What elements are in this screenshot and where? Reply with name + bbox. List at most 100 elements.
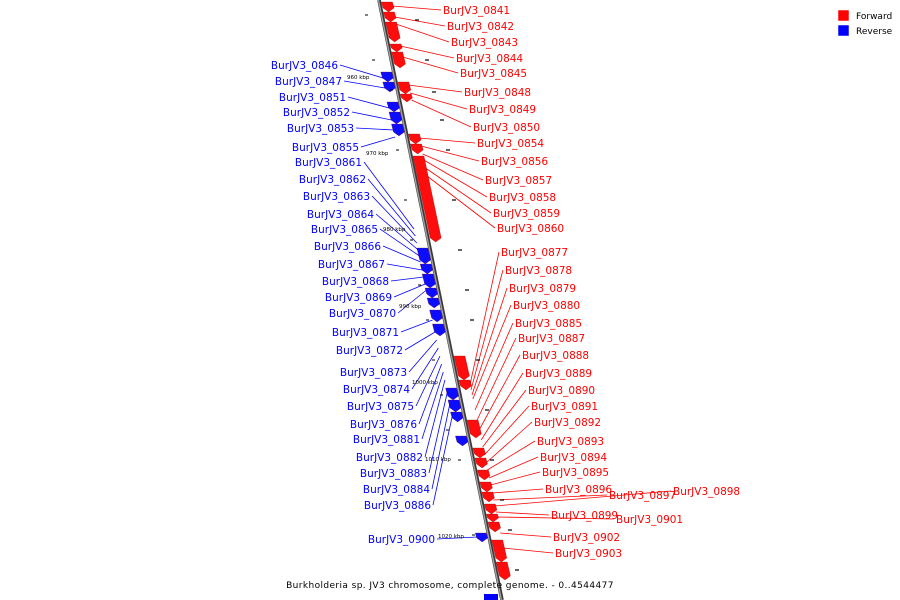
leader-line-reverse xyxy=(436,536,478,540)
gene-label-forward: BurJV3_0854 xyxy=(477,138,544,150)
gene-label-forward: BurJV3_0897 xyxy=(609,490,676,502)
gene-label-reverse: BurJV3_0884 xyxy=(363,484,430,496)
leader-line-forward xyxy=(500,532,552,538)
reverse-gene-block xyxy=(447,399,462,413)
gene-label-forward: BurJV3_0879 xyxy=(509,283,576,295)
gene-label-forward: BurJV3_0857 xyxy=(485,175,552,187)
leader-line-forward xyxy=(495,511,550,516)
leader-line-reverse xyxy=(379,228,420,257)
gene-label-forward: BurJV3_0842 xyxy=(447,21,514,33)
gene-label-forward: BurJV3_0848 xyxy=(464,87,531,99)
reverse-gene-block xyxy=(432,323,446,337)
gene-label-forward: BurJV3_0893 xyxy=(537,436,604,448)
gene-label-forward: BurJV3_0850 xyxy=(473,122,540,134)
kbp-tick-label: 1000 kbp xyxy=(412,380,438,386)
gene-label-reverse: BurJV3_0883 xyxy=(360,468,427,480)
gene-label-forward: BurJV3_0878 xyxy=(505,265,572,277)
gene-label-reverse: BurJV3_0872 xyxy=(336,345,403,357)
leader-line-reverse xyxy=(415,355,441,407)
leader-line-forward xyxy=(411,99,472,128)
leader-line-reverse xyxy=(393,283,426,298)
leader-line-reverse xyxy=(367,178,416,237)
leader-line-forward xyxy=(395,23,450,43)
gene-label-forward: BurJV3_0845 xyxy=(460,68,527,80)
leader-line-forward xyxy=(392,5,442,11)
forward-gene-block xyxy=(389,43,403,53)
leader-line-reverse xyxy=(421,371,444,440)
leader-line-forward xyxy=(496,516,615,520)
kbp-tick-label: 970 kbp xyxy=(366,151,389,157)
leader-line-forward xyxy=(419,137,476,144)
gene-label-reverse: BurJV3_0863 xyxy=(303,191,370,203)
leader-line-forward xyxy=(478,354,521,431)
leader-line-reverse xyxy=(339,64,384,79)
leader-line-reverse xyxy=(424,379,446,458)
gene-label-forward: BurJV3_0841 xyxy=(443,5,510,17)
leader-line-forward xyxy=(493,494,608,501)
reverse-gene-block xyxy=(388,111,403,125)
chromosome-axis xyxy=(377,0,504,600)
leader-line-forward xyxy=(423,159,488,198)
reverse-gene-block xyxy=(455,435,469,447)
reverse-gene-block xyxy=(386,101,400,113)
leader-line-reverse xyxy=(431,403,451,490)
gene-label-forward: BurJV3_0877 xyxy=(501,247,568,259)
leader-line-reverse xyxy=(351,111,392,121)
forward-gene-block xyxy=(496,561,511,581)
leader-line-reverse xyxy=(418,363,442,425)
gene-label-forward: BurJV3_0899 xyxy=(551,510,618,522)
gene-label-reverse: BurJV3_0867 xyxy=(318,259,385,271)
leader-line-forward xyxy=(420,145,480,162)
gene-label-forward: BurJV3_0888 xyxy=(522,350,589,362)
reverse-gene-block xyxy=(382,81,396,93)
leader-line-forward xyxy=(409,92,468,110)
gene-label-reverse: BurJV3_0875 xyxy=(347,401,414,413)
forward-gene-block xyxy=(408,133,422,145)
leader-line-reverse xyxy=(375,213,419,251)
forward-gene-block xyxy=(481,491,495,503)
gene-label-reverse: BurJV3_0868 xyxy=(322,276,389,288)
gene-label-forward: BurJV3_0898 xyxy=(673,486,740,498)
leader-line-reverse xyxy=(390,276,424,282)
reverse-gene-block xyxy=(445,387,459,401)
forward-gene-block xyxy=(479,481,493,493)
kbp-tick-label: 1020 kbp xyxy=(438,534,464,540)
leader-line-forward xyxy=(400,45,455,59)
leader-line-forward xyxy=(425,167,492,214)
gene-label-reverse: BurJV3_0846 xyxy=(271,60,338,72)
leader-line-forward xyxy=(402,56,459,74)
leader-line-reverse xyxy=(355,127,394,131)
leader-line-forward xyxy=(426,175,496,229)
reverse-gene-block xyxy=(484,594,498,600)
gene-label-forward: BurJV3_0901 xyxy=(616,514,683,526)
leader-line-reverse xyxy=(347,96,390,109)
forward-gene-block xyxy=(466,419,482,439)
reverse-gene-block xyxy=(429,309,443,323)
gene-label-forward: BurJV3_0858 xyxy=(489,192,556,204)
forward-gene-block xyxy=(410,143,424,155)
forward-gene-block xyxy=(474,457,488,469)
gene-label-reverse: BurJV3_0882 xyxy=(356,452,423,464)
leader-line-reverse xyxy=(382,245,421,263)
legend: Forward Reverse xyxy=(837,9,893,37)
gene-label-forward: BurJV3_0885 xyxy=(515,318,582,330)
gene-label-reverse: BurJV3_0864 xyxy=(307,209,374,221)
gene-label-forward: BurJV3_0859 xyxy=(493,208,560,220)
gene-label-reverse: BurJV3_0852 xyxy=(283,107,350,119)
gene-label-forward: BurJV3_0892 xyxy=(534,417,601,429)
legend-swatch-forward xyxy=(837,9,850,22)
forward-gene-block xyxy=(412,155,442,243)
leader-line-reverse xyxy=(408,339,438,373)
leader-line-forward xyxy=(488,456,539,479)
leader-line-reverse xyxy=(428,391,448,474)
leader-line-forward xyxy=(503,547,554,554)
gene-label-forward: BurJV3_0880 xyxy=(513,300,580,312)
leader-line-forward xyxy=(470,269,504,391)
leader-line-forward xyxy=(483,405,530,456)
gene-label-forward: BurJV3_0894 xyxy=(540,452,607,464)
forward-gene-block xyxy=(383,11,397,23)
leader-line-forward xyxy=(422,153,484,181)
leader-line-reverse xyxy=(404,331,436,351)
leader-line-forward xyxy=(480,372,524,441)
forward-gene-block xyxy=(491,539,507,563)
